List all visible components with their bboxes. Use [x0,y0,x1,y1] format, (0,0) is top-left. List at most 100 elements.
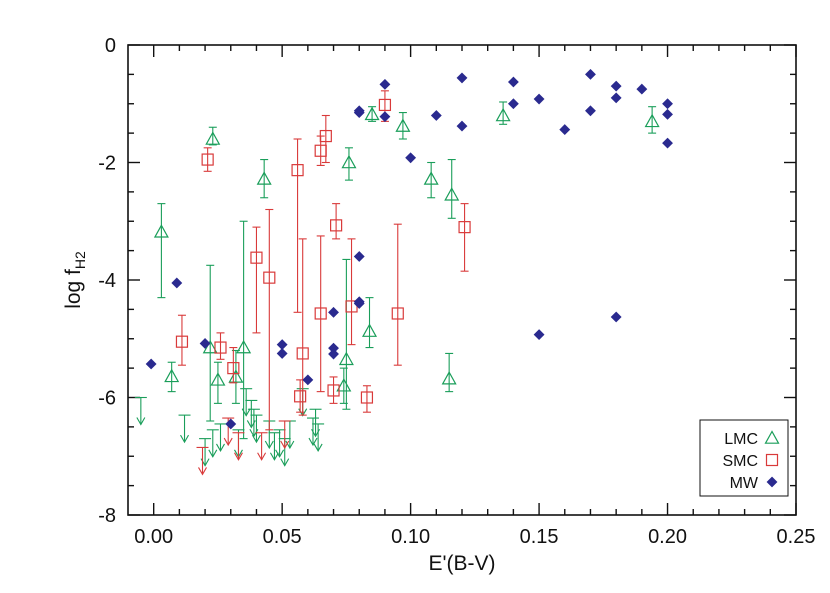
smc-marker [330,219,343,232]
smc-upper-limit-arrow [257,452,267,461]
lmc-marker [495,107,511,122]
mw-marker [610,80,622,92]
lmc-marker [341,154,357,169]
smc-marker [296,347,309,360]
mw-marker [430,110,442,121]
mw-marker [379,78,391,90]
mw-marker [766,476,778,488]
lmc-marker [164,368,180,383]
data-marks [134,68,673,476]
smc-marker [294,390,307,403]
lmc-marker [764,430,780,444]
mw-marker [456,120,468,132]
mw-marker [507,76,519,88]
x-tick-label: 0.00 [134,526,173,548]
y-axis-title: log fH2 [62,251,88,309]
y-axis-title-subscript: H2 [72,251,88,269]
mw-marker [353,298,365,309]
smc-marker [214,341,227,354]
smc-upper-limit-arrow [223,437,233,447]
smc-marker [327,384,340,397]
mw-marker [379,111,391,123]
lmc-marker [644,113,660,128]
y-tick-label: -8 [98,505,116,527]
smc-marker [250,251,263,264]
legend-label-mw: MW [730,475,759,492]
lmc-upper-limit-arrow [208,449,218,458]
legend: LMC SMC MW [699,419,789,497]
mw-marker [199,338,211,349]
smc-marker [378,98,392,112]
series-mw [145,68,673,430]
smc-marker [263,271,276,284]
lmc-marker [441,370,457,385]
lmc-upper-limit-arrow [308,437,318,447]
mw-marker [353,105,365,117]
y-tick-label: -4 [98,270,116,292]
lmc-upper-limit-arrow [136,417,146,426]
mw-marker [662,108,673,120]
mw-marker [405,152,417,164]
lmc-marker [256,171,272,185]
mw-marker [276,348,288,359]
mw-marker [328,306,339,318]
smc-upper-limit-arrow [198,467,207,476]
lmc-upper-limit-arrow [313,443,323,453]
axis-tick-labels: 0.00 0.05 0.10 0.15 0.20 0.25 0 -2 -4 -6 -8 [98,35,815,548]
mw-marker [662,137,673,149]
smc-marker [227,362,240,375]
smc-marker [201,153,214,166]
smc-marker [765,453,779,467]
mw-marker [585,68,596,80]
legend-label-smc: SMC [722,453,758,470]
x-axis-title: E'(B-V) [428,552,495,575]
mw-marker [225,418,237,430]
lmc-upper-limit-arrow [280,458,290,467]
lmc-marker [361,323,378,337]
lmc-upper-limit-arrow [269,452,279,461]
lmc-marker [153,224,169,238]
mw-marker [559,124,571,136]
x-tick-label: 0.10 [391,526,430,548]
lmc-marker [210,372,226,386]
x-tick-label: 0.20 [648,526,687,548]
lmc-marker [205,131,221,145]
lmc-upper-limit-arrow [275,449,285,458]
mw-marker [302,374,314,386]
lmc-marker [364,106,380,121]
mw-marker [662,98,673,110]
smc-marker [360,391,374,404]
y-tick-label: -2 [98,153,116,175]
mw-marker [353,251,365,262]
series-smc [175,90,471,476]
mw-marker [533,93,545,105]
mw-marker [585,105,596,117]
smc-marker [319,129,332,143]
lmc-upper-limit-arrow [180,434,190,444]
smc-upper-limit-arrow [280,440,290,450]
mw-marker [610,311,622,323]
lmc-upper-limit-arrow [251,434,261,444]
mw-marker [171,277,183,289]
lmc-marker [395,118,411,132]
mw-marker [636,83,648,95]
axis-ticks [128,44,797,516]
mw-marker [533,329,545,341]
x-tick-label: 0.05 [263,526,302,548]
smc-marker [458,221,471,234]
smc-marker [175,335,189,348]
smc-marker [391,307,404,320]
y-axis-title-main: log f [62,269,85,309]
lmc-marker [338,351,354,366]
lmc-marker [336,378,352,392]
x-tick-label: 0.15 [520,526,559,548]
lmc-upper-limit-arrow [264,440,274,450]
mw-marker [507,98,519,110]
lmc-marker [423,171,439,185]
x-tick-label: 0.25 [777,526,816,548]
mw-marker [328,348,339,360]
legend-label-lmc: LMC [724,431,758,448]
mw-marker [610,92,622,104]
lmc-upper-limit-arrow [216,443,225,453]
